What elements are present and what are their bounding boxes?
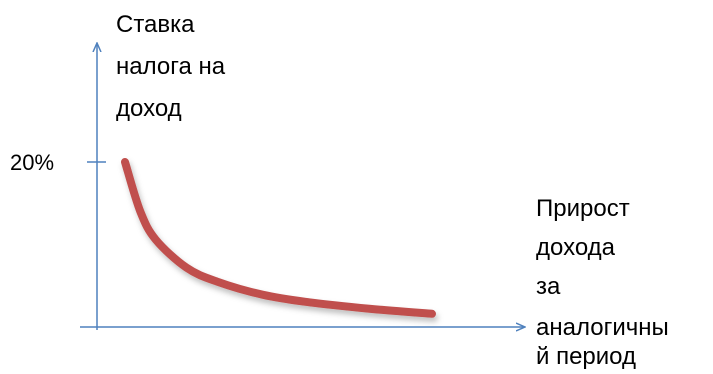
y-tick-label: 20% — [10, 150, 54, 175]
x-axis-label: Прирост дохода за аналогичны й период — [536, 195, 675, 370]
x-axis-label-line: Прирост — [536, 195, 630, 222]
y-axis-label: Ставка налога на доход — [116, 11, 232, 122]
y-axis-label-line: налога на — [116, 53, 226, 80]
x-axis-label-line: дохода — [536, 234, 616, 261]
x-axis-label-line: й период — [536, 343, 636, 370]
series-curve — [121, 158, 436, 318]
y-axis-label-line: доход — [116, 95, 182, 122]
x-axis-label-line: за — [536, 273, 561, 300]
x-axis-label-line: аналогичны — [536, 314, 669, 341]
y-axis-label-line: Ставка — [116, 11, 195, 38]
